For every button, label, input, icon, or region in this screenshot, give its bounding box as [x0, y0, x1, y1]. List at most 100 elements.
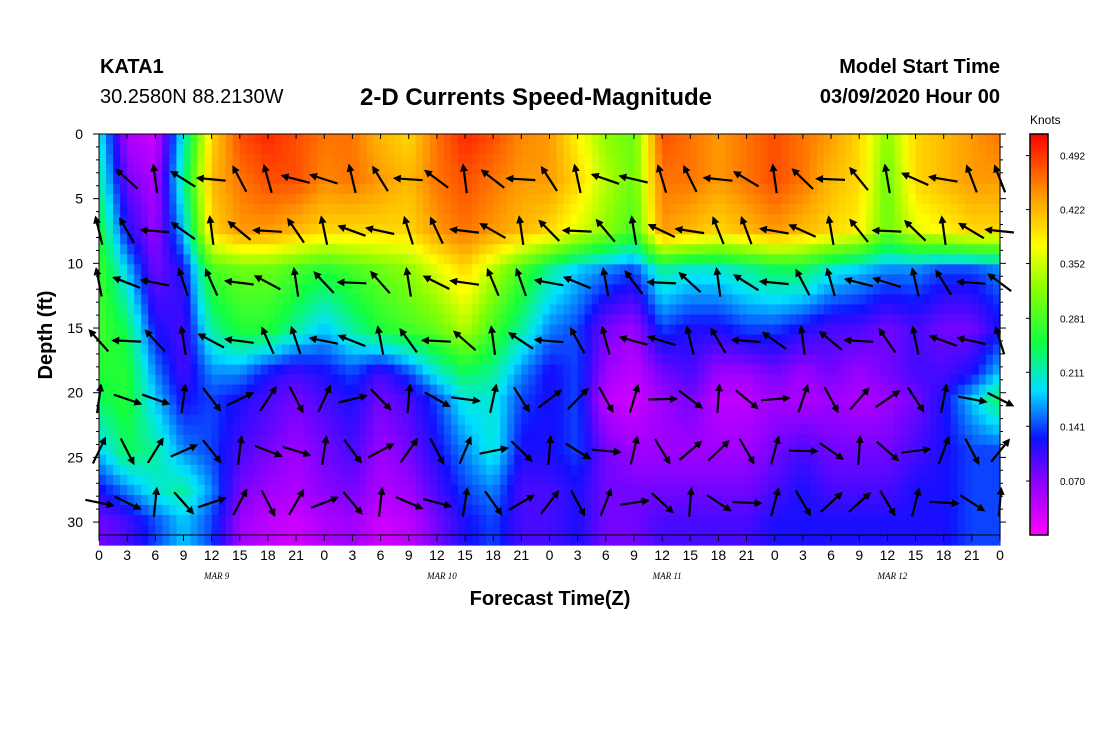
heat-cell	[211, 514, 220, 526]
heat-cell	[690, 374, 698, 386]
heat-cell	[253, 514, 262, 526]
heat-cell	[345, 424, 354, 436]
heat-cell	[542, 535, 551, 546]
heat-cell	[831, 194, 839, 205]
heat-cell	[802, 484, 811, 496]
heat-cell	[401, 344, 410, 356]
heat-cell	[641, 244, 649, 255]
heat-cell	[901, 474, 910, 486]
heat-cell	[260, 474, 269, 486]
heat-cell	[190, 264, 199, 275]
heat-cell	[859, 474, 867, 486]
heat-cell	[697, 304, 705, 316]
heat-cell	[669, 204, 677, 215]
heat-cell	[669, 184, 677, 195]
heat-cell	[366, 484, 375, 496]
heat-cell	[563, 184, 572, 195]
heat-cell	[528, 535, 537, 546]
heat-cell	[366, 444, 375, 456]
heat-cell	[113, 484, 121, 496]
heat-cell	[859, 394, 867, 406]
heat-cell	[408, 134, 417, 145]
station-coords: 30.2580N 88.2130W	[100, 86, 284, 108]
heat-cell	[753, 474, 762, 486]
heat-cell	[218, 294, 227, 306]
heat-cell	[816, 314, 825, 326]
heat-cell	[394, 535, 403, 546]
heat-cell	[936, 424, 945, 436]
heat-cell	[232, 354, 241, 366]
heat-cell	[908, 474, 917, 486]
heat-cell	[352, 324, 361, 336]
heat-cell	[824, 234, 832, 245]
heat-cell	[549, 394, 558, 406]
heat-cell	[915, 314, 924, 326]
heat-cell	[401, 404, 410, 416]
heat-cell	[422, 314, 431, 326]
heat-cell	[317, 224, 325, 235]
heat-cell	[662, 434, 670, 446]
heat-cell	[619, 514, 628, 526]
heat-cell	[809, 184, 818, 195]
heat-cell	[753, 324, 762, 336]
heat-cell	[303, 404, 311, 416]
heat-cell	[218, 214, 227, 225]
heat-cell	[260, 524, 269, 536]
heat-cell	[908, 144, 917, 155]
heat-cell	[690, 354, 698, 366]
heat-cell	[598, 424, 607, 436]
heat-cell	[303, 394, 311, 406]
heat-cell	[450, 264, 459, 275]
heat-cell	[641, 454, 649, 466]
heat-cell	[204, 424, 213, 436]
heat-cell	[338, 414, 346, 426]
heat-cell	[767, 414, 776, 426]
heat-cell	[655, 304, 663, 316]
heat-cell	[739, 144, 748, 155]
heat-cell	[655, 514, 663, 526]
heat-cell	[767, 424, 776, 436]
heat-cell	[676, 535, 684, 546]
heat-cell	[289, 334, 297, 346]
heat-cell	[183, 374, 192, 386]
heat-cell	[753, 234, 762, 245]
heat-cell	[162, 284, 170, 296]
heat-cell	[648, 354, 656, 366]
heat-cell	[591, 294, 600, 306]
heat-cell	[915, 194, 924, 205]
heat-cell	[774, 214, 783, 225]
heat-cell	[296, 524, 304, 536]
heat-cell	[162, 254, 170, 265]
heat-cell	[225, 404, 234, 416]
heat-cell	[317, 254, 325, 265]
heat-cell	[619, 535, 628, 546]
heat-cell	[535, 284, 544, 296]
heat-cell	[528, 254, 537, 265]
heat-cell	[457, 364, 466, 376]
heat-cell	[289, 244, 297, 255]
heat-cell	[908, 354, 917, 366]
heat-cell	[296, 294, 304, 306]
heat-cell	[422, 535, 431, 546]
heat-cell	[507, 434, 515, 446]
heat-cell	[626, 384, 635, 396]
heat-cell	[845, 404, 853, 416]
heat-cell	[141, 494, 149, 506]
heat-cell	[570, 194, 579, 205]
heat-cell	[450, 414, 459, 426]
heat-cell	[732, 424, 741, 436]
heat-cell	[936, 164, 945, 175]
heat-cell	[915, 494, 924, 506]
heat-cell	[408, 224, 417, 235]
heat-cell	[422, 434, 431, 446]
heat-cell	[760, 354, 769, 366]
heat-cell	[500, 484, 508, 496]
heat-cell	[662, 304, 670, 316]
heat-cell	[556, 514, 565, 526]
heat-cell	[845, 154, 853, 165]
heat-cell	[296, 394, 304, 406]
heat-cell	[373, 504, 382, 516]
heat-cell	[303, 294, 311, 306]
heat-cell	[282, 204, 290, 215]
heat-cell	[943, 374, 952, 386]
